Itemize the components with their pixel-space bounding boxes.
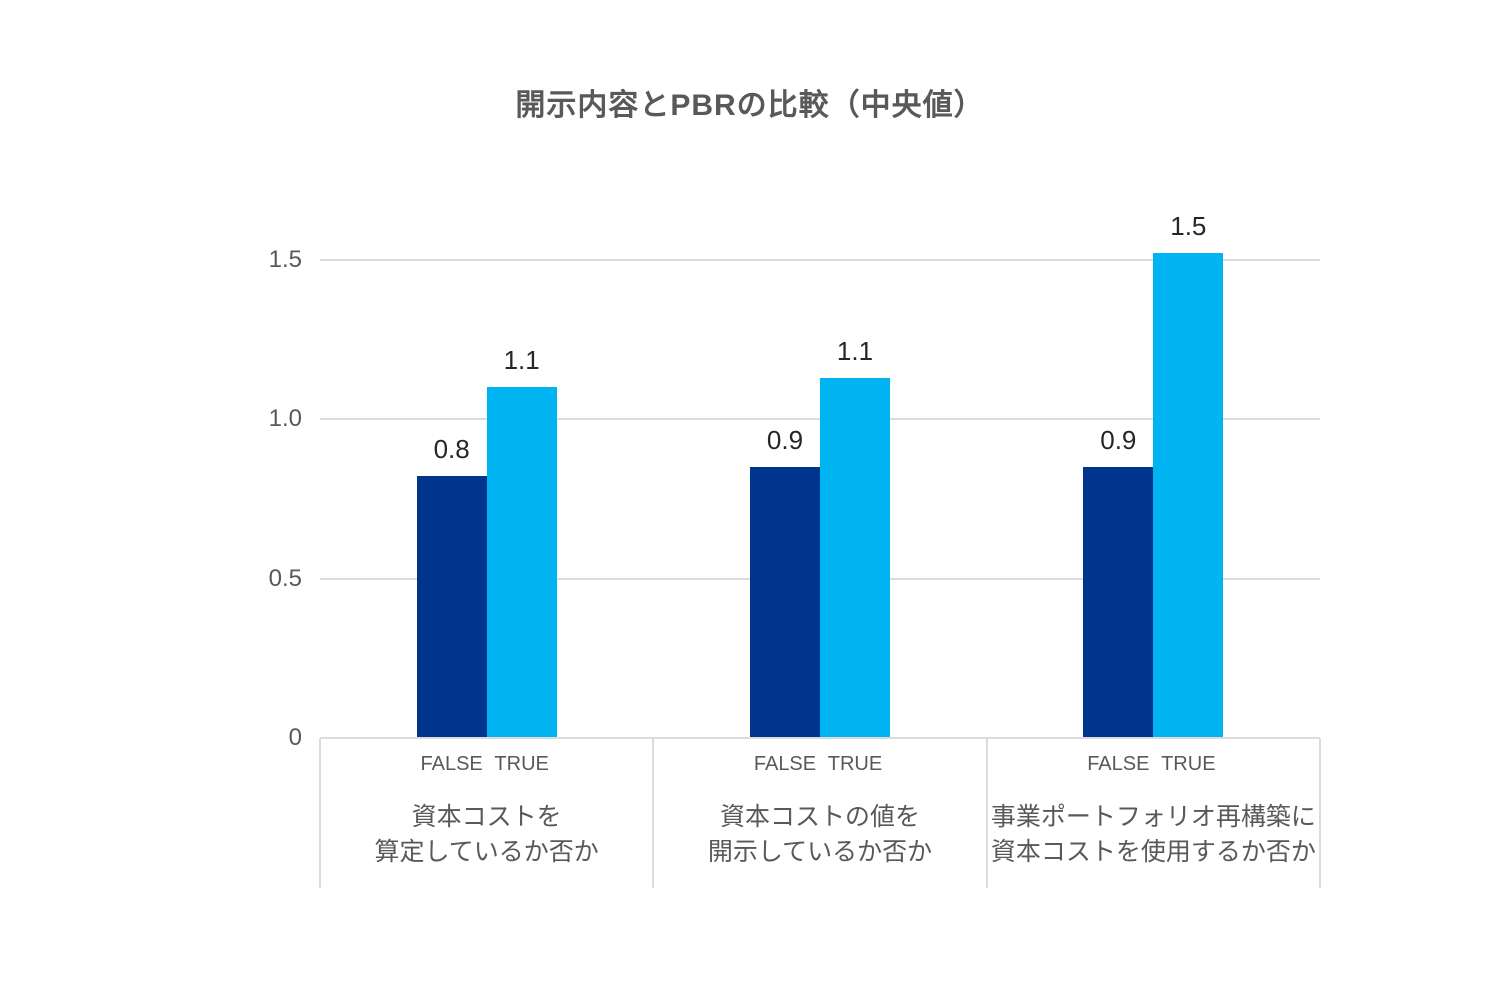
bar-false-group-2 <box>750 467 820 738</box>
category-label-line: 資本コストを <box>411 803 562 831</box>
category-label-line: 資本コストの値を <box>719 803 920 831</box>
x-tick-label-false-group-2: FALSE <box>753 753 817 775</box>
category-label-group-1: 資本コストを算定しているか否か <box>320 800 653 870</box>
x-axis-line <box>320 737 1320 739</box>
value-label-false-group-1: 0.8 <box>433 434 470 464</box>
x-tick-label-false-group-1: FALSE <box>420 753 483 775</box>
bar-true-group-2 <box>820 378 890 738</box>
value-label-true-group-1: 1.1 <box>503 345 540 375</box>
category-label-group-2: 資本コストの値を 開示しているか否か <box>653 800 986 870</box>
x-tick-label-true-group-2: TRUE <box>827 753 883 775</box>
value-label-false-group-3: 0.9 <box>1100 425 1137 455</box>
y-tick-label-1.0: 1.0 <box>268 405 302 432</box>
category-box-divider-0 <box>319 738 321 888</box>
value-label-true-group-3: 1.5 <box>1170 211 1207 241</box>
x-tick-label-true-group-3: TRUE <box>1161 753 1216 775</box>
category-box-divider-3 <box>1319 738 1321 888</box>
x-tick-label-true-group-1: TRUE <box>494 753 549 775</box>
chart-title: 開示内容とPBRの比較（中央値） <box>515 89 985 122</box>
category-label-line: 開示しているか否か <box>707 838 933 866</box>
value-label-true-group-2: 1.1 <box>836 336 874 366</box>
bar-true-group-3 <box>1153 253 1224 738</box>
y-tick-label-1.5: 1.5 <box>268 245 302 273</box>
category-label-line: 資本コストを使用するか否か <box>990 838 1316 866</box>
category-box-divider-1 <box>652 738 655 888</box>
bar-true-group-1 <box>486 387 557 738</box>
y-tick-label-0: 0 <box>288 724 302 751</box>
category-label-line: 算定しているか否か <box>374 838 599 866</box>
value-label-false-group-2: 0.9 <box>766 425 804 455</box>
category-label-line: 事業ポートフォリオ再構築に <box>990 803 1316 831</box>
y-tick-label-0.5: 0.5 <box>268 564 302 592</box>
category-label-group-3: 事業ポートフォリオ再構築に 資本コストを使用するか否か <box>987 800 1320 870</box>
gridline-1.5 <box>320 258 1320 261</box>
category-box-divider-2 <box>985 738 988 888</box>
x-tick-label-false-group-3: FALSE <box>1087 753 1150 775</box>
bar-false-group-1 <box>416 476 487 738</box>
bar-false-group-3 <box>1083 467 1154 738</box>
